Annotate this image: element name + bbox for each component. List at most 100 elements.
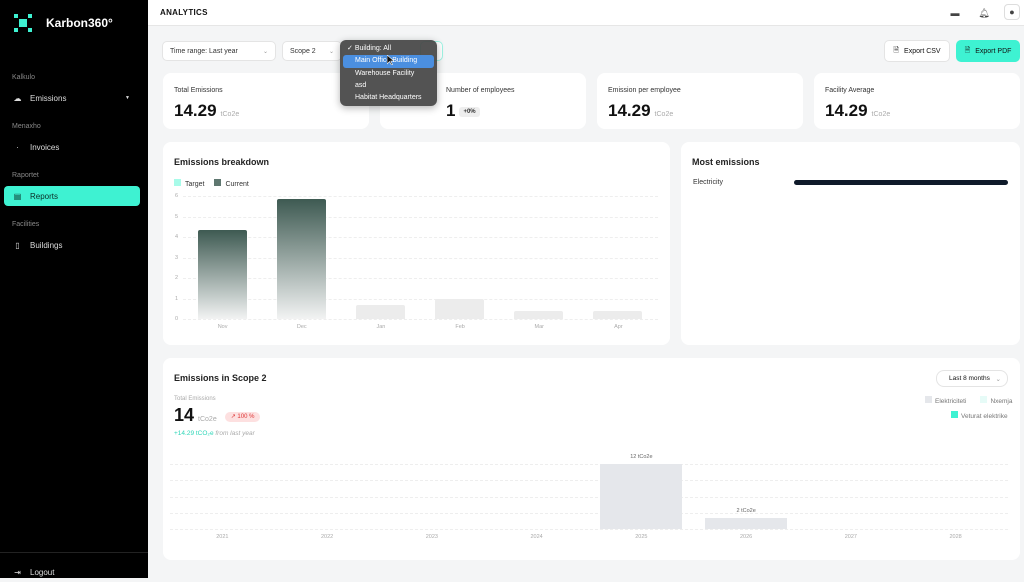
- x-tick-label: 2026: [740, 534, 753, 540]
- kpi-emission-per-employee: Emission per employee 14.29 tCo2e: [597, 73, 803, 129]
- kpi-number: 14.29: [608, 101, 651, 120]
- bar-value-label: 12 tCo2e: [630, 454, 653, 460]
- legend-label: Nxemja: [990, 398, 1013, 405]
- bar-apr: [593, 310, 643, 319]
- gridline: [183, 298, 658, 300]
- x-tick-label: Apr: [614, 324, 623, 330]
- scope2-card: Emissions in Scope 2 Last 8 months ⌄ Tota…: [163, 358, 1020, 560]
- kpi-value: 1 +0%: [446, 101, 480, 121]
- gridline: [170, 480, 1008, 482]
- mouse-cursor-icon: [387, 55, 394, 65]
- x-tick-label: Feb: [455, 324, 465, 330]
- logout-button[interactable]: ⇥ Logout: [4, 562, 140, 582]
- emission-source-label: Electricity: [693, 179, 723, 186]
- sidebar-item-invoices[interactable]: · Invoices: [4, 137, 140, 157]
- y-tick-label: 3: [175, 254, 179, 261]
- time-range-select[interactable]: Time range: Last year ⌄: [162, 41, 276, 61]
- bar-2025: [600, 464, 683, 529]
- sidebar-item-buildings[interactable]: ▯ Buildings: [4, 235, 140, 255]
- most-emissions-card: Most emissions Electricity: [681, 142, 1020, 345]
- building-option-all[interactable]: ✓ Building: All: [343, 43, 434, 55]
- export-pdf-button[interactable]: 🗎︎ Export PDF: [956, 40, 1020, 62]
- y-tick-label: 6: [175, 193, 179, 199]
- legend-current[interactable]: Current: [214, 179, 249, 188]
- kpi-label: Total Emissions: [174, 87, 223, 94]
- legend-label: Veturat elektrike: [961, 413, 1008, 420]
- legend-nxemja[interactable]: Nxemja: [980, 396, 1012, 405]
- bar-mar: [514, 310, 564, 319]
- legend-veturat[interactable]: Veturat elektrike: [951, 411, 1008, 420]
- sidebar: Karbon360° Kalkulo ☁ Emissions ▼ Menaxho ·…: [0, 0, 148, 578]
- change-badge: +0%: [459, 106, 480, 117]
- emission-share-bar: [794, 180, 1008, 185]
- kpi-label: Number of employees: [446, 87, 515, 94]
- gridline: [170, 512, 1008, 514]
- logo-icon: [14, 14, 32, 32]
- range-value: Last 8 months: [949, 375, 990, 382]
- x-tick-label: 2025: [635, 534, 648, 540]
- page-title: ANALYTICS: [160, 8, 208, 17]
- sidebar-item-emissions[interactable]: ☁ Emissions ▼: [4, 88, 140, 108]
- app-name: Karbon360°: [46, 16, 113, 30]
- section-label: Facilities: [12, 221, 40, 228]
- y-tick-label: 2: [175, 275, 179, 281]
- x-tick-label: Jan: [376, 324, 386, 330]
- x-tick-label: 2021: [216, 534, 229, 540]
- chat-icon[interactable]: ▬: [950, 8, 960, 18]
- file-icon: 🗎︎: [893, 46, 900, 54]
- gridline: [183, 319, 658, 320]
- x-tick-label: 2027: [844, 534, 857, 540]
- delta-text: +14.29 tCO₂e from last year: [174, 430, 255, 437]
- chevron-down-icon: ⌄: [995, 375, 1001, 383]
- bar-2026: [705, 518, 788, 529]
- dot-icon: ·: [16, 142, 19, 152]
- kpi-label: Facility Average: [825, 87, 875, 94]
- x-tick-label: 2022: [321, 534, 334, 540]
- bar-jan: [355, 304, 405, 319]
- sidebar-item-reports[interactable]: ▤ Reports: [4, 186, 140, 206]
- chevron-down-icon: ⌄: [262, 48, 268, 55]
- y-tick-label: 1: [175, 295, 179, 302]
- divider: [0, 552, 148, 553]
- kpi-unit: tCo2e: [871, 111, 891, 118]
- kpi-unit: tCo2e: [654, 111, 674, 118]
- building-option-habitat[interactable]: Habitat Headquarters: [355, 94, 422, 102]
- legend-elektriciteti[interactable]: Elektriciteti: [925, 396, 966, 405]
- sidebar-item-label: Invoices: [30, 142, 60, 152]
- logout-label: Logout: [30, 567, 55, 577]
- x-tick-label: 2024: [530, 534, 543, 540]
- legend-label: Current: [225, 181, 249, 188]
- range-select[interactable]: Last 8 months ⌄: [936, 370, 1008, 387]
- legend-label: Target: [185, 181, 205, 188]
- y-tick-label: 5: [175, 213, 179, 220]
- gridline: [170, 529, 1008, 530]
- card-title: Emissions in Scope 2: [174, 373, 267, 383]
- legend-target[interactable]: Target: [174, 179, 204, 188]
- gridline: [170, 496, 1008, 498]
- user-icon[interactable]: ●: [1004, 4, 1020, 20]
- scope-value: Scope 2: [290, 47, 316, 55]
- logo[interactable]: Karbon360°: [14, 14, 113, 32]
- emission-share-track: [794, 180, 1008, 185]
- building-option-warehouse[interactable]: Warehouse Facility: [355, 69, 415, 77]
- export-csv-button[interactable]: 🗎︎ Export CSV: [884, 40, 950, 62]
- gridline: [183, 257, 658, 259]
- report-icon: ▤: [13, 191, 22, 201]
- section-label: Menaxho: [12, 123, 41, 130]
- kpi-total-emissions: Total Emissions 14.29 tCo2e: [163, 73, 369, 129]
- delta-suffix: from last year: [215, 430, 255, 437]
- scope-select[interactable]: Scope 2 ⌄: [282, 41, 342, 61]
- x-tick-label: Nov: [217, 324, 228, 330]
- bar-dec: [276, 199, 326, 319]
- export-pdf-label: Export PDF: [975, 47, 1012, 55]
- chevron-down-icon: ▼: [125, 95, 130, 101]
- bell-icon[interactable]: 🔔︎: [978, 7, 990, 18]
- x-tick-label: Dec: [296, 324, 307, 330]
- sidebar-item-label: Reports: [30, 191, 59, 201]
- building-option-asd[interactable]: asd: [355, 81, 367, 89]
- change-badge: ↗ 100 %: [224, 411, 261, 422]
- y-tick-label: 0: [175, 316, 179, 322]
- x-tick-label: 2023: [425, 534, 438, 540]
- section-label: Raportet: [12, 172, 39, 179]
- sidebar-item-label: Buildings: [30, 240, 63, 250]
